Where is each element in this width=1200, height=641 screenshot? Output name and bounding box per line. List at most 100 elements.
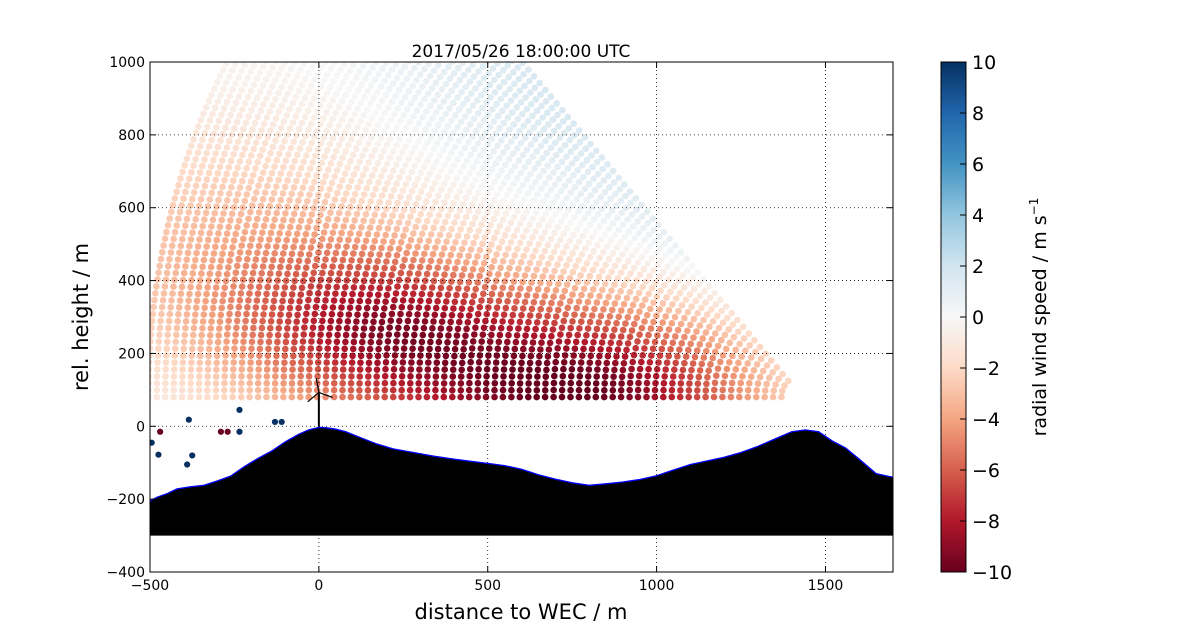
scan-point bbox=[466, 379, 473, 387]
scan-point bbox=[535, 312, 543, 320]
scan-point bbox=[393, 123, 401, 131]
scan-point bbox=[187, 373, 195, 380]
scan-point bbox=[179, 276, 187, 284]
scan-point bbox=[627, 240, 634, 247]
scan-point bbox=[189, 338, 196, 346]
scan-point bbox=[660, 268, 667, 276]
colorbar-tick-label: 4 bbox=[972, 205, 984, 227]
scan-point bbox=[609, 250, 617, 257]
scan-point bbox=[209, 216, 217, 224]
scan-point bbox=[415, 89, 422, 96]
scan-point bbox=[779, 370, 786, 378]
scan-point bbox=[485, 69, 492, 77]
scan-point bbox=[202, 209, 210, 217]
scan-point bbox=[384, 225, 392, 232]
scan-point bbox=[588, 312, 596, 319]
scan-point bbox=[564, 304, 572, 312]
scan-point bbox=[454, 258, 461, 266]
scan-point bbox=[396, 174, 403, 181]
scan-point bbox=[255, 366, 262, 373]
scan-point bbox=[354, 124, 361, 131]
scan-point bbox=[234, 310, 242, 318]
scan-point bbox=[302, 132, 309, 140]
scan-point bbox=[526, 129, 533, 136]
scan-point bbox=[315, 249, 322, 256]
scan-point bbox=[217, 190, 224, 197]
scan-point bbox=[159, 297, 167, 304]
scan-point bbox=[400, 345, 408, 352]
scan-point bbox=[414, 217, 422, 224]
scan-point bbox=[640, 224, 647, 232]
scan-point bbox=[493, 304, 501, 312]
scan-point bbox=[533, 148, 541, 155]
scan-point bbox=[575, 178, 583, 186]
grid-lines bbox=[150, 62, 893, 572]
scan-point bbox=[307, 345, 315, 352]
scan-point bbox=[400, 111, 408, 119]
scan-point bbox=[376, 251, 383, 258]
scan-point bbox=[753, 361, 761, 368]
scan-point bbox=[432, 218, 440, 225]
scan-point bbox=[412, 324, 419, 332]
scan-point bbox=[297, 372, 305, 380]
scan-point bbox=[205, 345, 213, 353]
scan-point bbox=[469, 62, 476, 68]
scan-point bbox=[423, 393, 431, 401]
scan-point bbox=[429, 250, 437, 258]
scan-point bbox=[612, 359, 619, 367]
scan-point bbox=[284, 90, 292, 98]
scan-point bbox=[671, 313, 679, 321]
scan-point bbox=[502, 251, 509, 259]
scan-point bbox=[150, 303, 157, 311]
x-axis-ticks: −500 0 500 1000 1500 bbox=[131, 62, 843, 594]
scan-point bbox=[360, 244, 368, 251]
scan-point bbox=[606, 184, 613, 191]
scan-point bbox=[668, 258, 676, 266]
scan-point bbox=[542, 380, 549, 387]
scan-point bbox=[621, 263, 628, 271]
scan-point bbox=[286, 106, 293, 113]
scan-point bbox=[348, 117, 355, 124]
scan-point bbox=[472, 127, 480, 135]
scan-point bbox=[299, 184, 307, 192]
scan-point bbox=[348, 373, 355, 380]
scan-point bbox=[401, 256, 408, 264]
scan-point bbox=[473, 317, 481, 325]
scan-point bbox=[322, 297, 329, 304]
scan-point bbox=[398, 212, 405, 220]
scan-point bbox=[356, 366, 364, 373]
scan-point bbox=[516, 187, 523, 194]
scan-point bbox=[458, 366, 466, 374]
scan-point bbox=[593, 158, 601, 166]
scan-point bbox=[469, 102, 477, 109]
scan-point bbox=[630, 264, 638, 272]
scan-point bbox=[394, 283, 401, 290]
scan-point bbox=[573, 226, 581, 233]
scan-point bbox=[549, 199, 557, 206]
scan-point bbox=[358, 224, 365, 231]
scan-point bbox=[641, 318, 648, 325]
scan-point bbox=[272, 62, 279, 65]
scan-point bbox=[417, 188, 425, 196]
scan-point bbox=[501, 277, 509, 285]
scan-point bbox=[647, 325, 655, 332]
scan-point bbox=[250, 81, 258, 89]
scan-point bbox=[422, 78, 430, 85]
scan-point bbox=[521, 339, 528, 346]
scan-point bbox=[604, 352, 612, 360]
scan-point bbox=[569, 201, 576, 208]
scan-point bbox=[438, 86, 446, 93]
scan-point bbox=[403, 200, 411, 207]
scan-point bbox=[690, 315, 698, 323]
scan-point bbox=[264, 156, 272, 164]
scan-point bbox=[376, 339, 383, 346]
scan-point bbox=[626, 288, 634, 296]
scan-point bbox=[542, 210, 550, 217]
scan-point bbox=[232, 144, 240, 152]
scan-point bbox=[550, 169, 557, 176]
scan-point bbox=[230, 105, 237, 113]
scan-point bbox=[263, 366, 271, 373]
scan-point bbox=[601, 380, 608, 387]
scan-point bbox=[397, 310, 404, 318]
scan-point bbox=[557, 274, 565, 282]
